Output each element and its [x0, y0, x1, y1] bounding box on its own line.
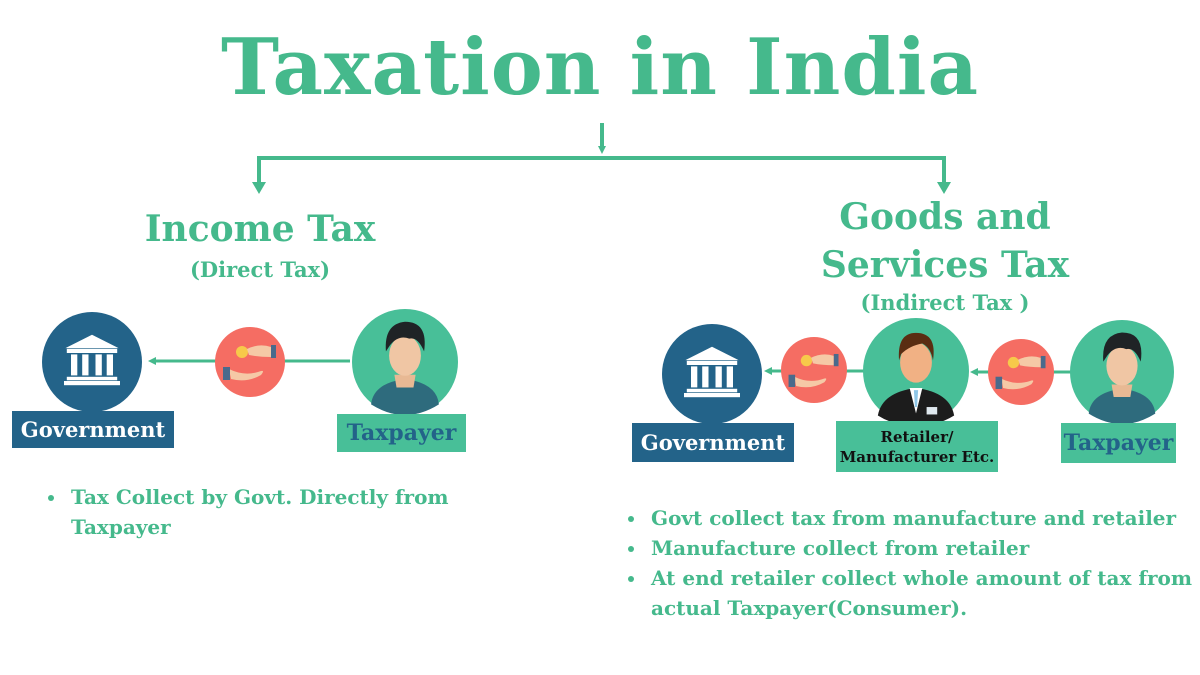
bullet-item: Manufacture collect from retailer	[647, 533, 1200, 563]
person-icon	[352, 309, 458, 415]
bullet-item: Tax Collect by Govt. Directly from Taxpa…	[67, 482, 507, 542]
gst-heading-line2: Services Tax	[820, 244, 1070, 286]
government-label: Government	[12, 411, 174, 448]
hand-coin-icon	[988, 339, 1054, 405]
government-circle	[42, 312, 142, 412]
arrowhead-left	[252, 182, 266, 194]
gst-bullets: Govt collect tax from manufacture and re…	[615, 503, 1200, 623]
hand-coin-icon	[215, 327, 285, 397]
government-label: Government	[632, 423, 794, 462]
income-tax-subheading: (Direct Tax)	[189, 257, 331, 282]
branch-connector	[257, 156, 946, 190]
retailer-label-line2: Manufacturer Etc.	[839, 447, 995, 466]
person-icon	[1070, 320, 1174, 424]
hand-coin-icon	[781, 337, 847, 403]
bullet-item: At end retailer collect whole amount of …	[647, 563, 1200, 623]
income-tax-bullets: Tax Collect by Govt. Directly from Taxpa…	[35, 482, 507, 542]
taxpayer-label: Taxpayer	[1061, 423, 1176, 463]
gst-subheading: (Indirect Tax )	[860, 290, 1030, 315]
gst-heading-line1: Goods and	[839, 196, 1051, 238]
retailer-label: Retailer/ Manufacturer Etc.	[836, 421, 998, 472]
retailer-label-line1: Retailer/	[880, 427, 954, 446]
page-title: Taxation in India	[220, 22, 980, 113]
bullet-item: Govt collect tax from manufacture and re…	[647, 503, 1200, 533]
government-circle	[662, 324, 762, 424]
taxpayer-label: Taxpayer	[337, 414, 466, 452]
income-tax-heading: Income Tax	[144, 208, 376, 250]
businessman-icon	[863, 318, 969, 424]
arrowhead-right	[937, 182, 951, 194]
